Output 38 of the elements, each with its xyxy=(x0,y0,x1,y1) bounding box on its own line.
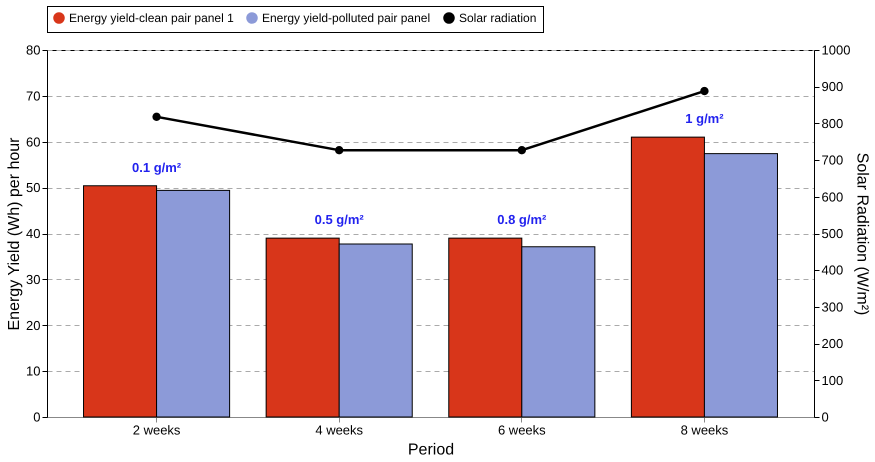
y2-tick-label: 200 xyxy=(822,336,844,352)
y2-axis-title: Solar Radiation (W/m²) xyxy=(853,152,870,316)
y2-tick-label: 0 xyxy=(822,410,829,424)
y2-tick-label: 400 xyxy=(822,262,844,278)
y2-tick-label: 700 xyxy=(822,152,844,168)
point xyxy=(335,146,344,154)
x-tick-label: 4 weeks xyxy=(315,422,364,438)
annotation: 0.8 g/m² xyxy=(497,212,548,228)
y-tick-label: 10 xyxy=(26,364,40,379)
y2-tick-label: 100 xyxy=(822,372,844,388)
y-tick-label: 60 xyxy=(26,134,40,150)
x-axis-title: Period xyxy=(408,442,454,458)
y-tick-label: 30 xyxy=(26,272,40,287)
y2-tick-label: 300 xyxy=(822,299,844,314)
legend-label: Energy yield-polluted pair panel xyxy=(262,11,430,25)
x-tick-label: 2 weeks xyxy=(132,422,181,438)
y-tick-label: 0 xyxy=(33,410,40,424)
y2-tick-label: 1000 xyxy=(822,42,850,58)
y-tick-label: 70 xyxy=(26,88,40,104)
annotation: 1 g/m² xyxy=(685,111,724,126)
y-tick-label: 20 xyxy=(26,318,40,333)
point xyxy=(700,86,709,96)
y2-tick-label: 900 xyxy=(822,79,844,94)
x-tick-label: 6 weeks xyxy=(498,422,546,438)
legend-label: Solar radiation xyxy=(459,11,536,25)
y2-tick-label: 600 xyxy=(822,189,844,204)
y-tick-label: 80 xyxy=(26,42,40,58)
y-tick-label: 50 xyxy=(26,180,40,196)
y2-tick-label: 500 xyxy=(822,226,844,241)
annotation: 0.5 g/m² xyxy=(314,212,364,228)
y2-tick-label: 800 xyxy=(822,116,844,131)
x-tick-label: 8 weeks xyxy=(680,422,729,438)
annotation: 0.1 g/m² xyxy=(132,160,182,175)
y-tick-label: 40 xyxy=(26,226,40,241)
y-axis-title: Energy Yield (Wh) per hour xyxy=(6,136,24,330)
point xyxy=(152,112,161,121)
legend-label: Energy yield-clean pair panel 1 xyxy=(69,11,234,25)
point xyxy=(518,146,526,154)
